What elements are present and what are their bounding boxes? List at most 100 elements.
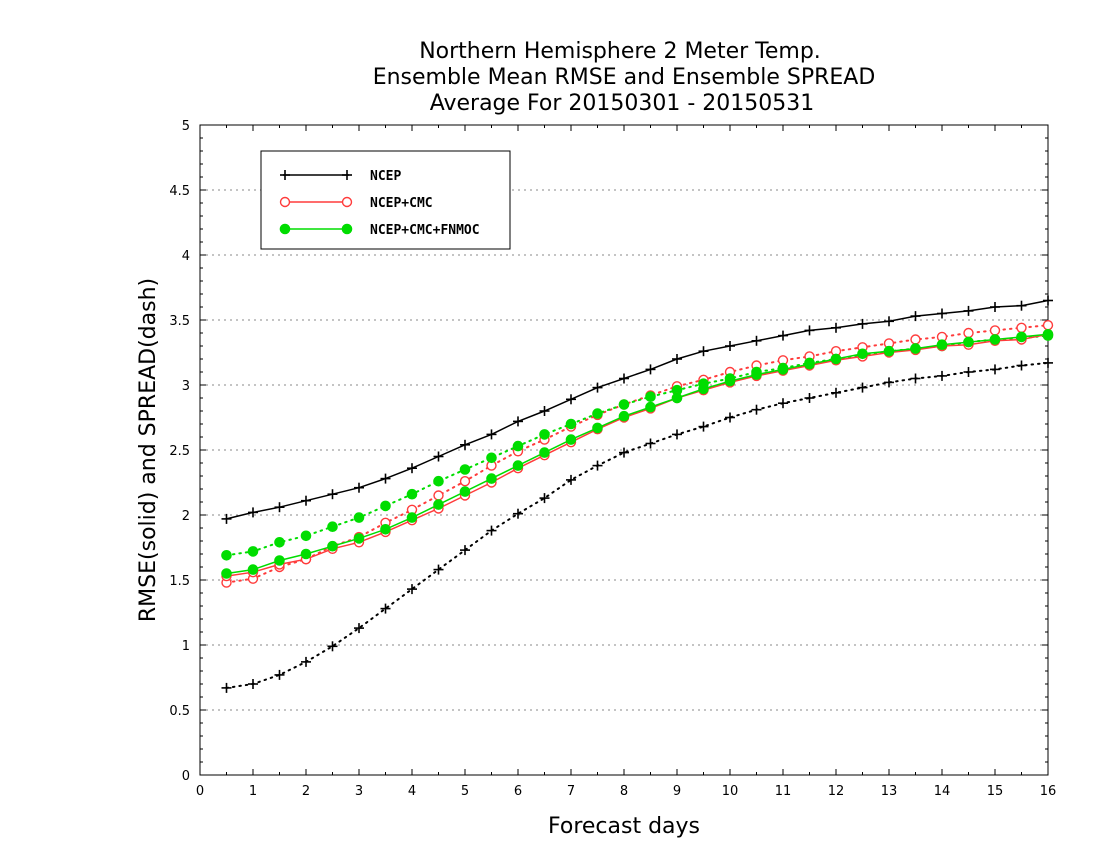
data-point-ncep-cmc-fnmoc-spread — [645, 391, 656, 403]
legend-item-ncep: NCEP — [280, 169, 401, 184]
data-point-ncep-rmse — [937, 308, 947, 319]
data-point-ncep-rmse — [857, 318, 868, 329]
data-point-ncep-cmc-fnmoc-rmse — [671, 392, 683, 404]
data-point-ncep-cmc-fnmoc-spread — [221, 550, 232, 561]
legend-marker-start — [280, 170, 290, 180]
data-point-ncep-spread — [778, 398, 788, 409]
data-point-ncep-cmc-spread — [963, 327, 974, 339]
data-point-ncep-rmse — [672, 354, 682, 364]
chart-title-line-1: Northern Hemisphere 2 Meter Temp. — [419, 39, 821, 64]
data-point-ncep-cmc-fnmoc-rmse — [1016, 331, 1027, 343]
data-point-ncep-spread — [327, 641, 338, 652]
y-tick-label: 3.5 — [169, 314, 190, 329]
x-tick-label: 11 — [775, 784, 792, 799]
data-point-ncep-spread — [566, 474, 576, 485]
data-point-ncep-cmc-fnmoc-spread — [433, 475, 444, 487]
data-point-ncep-rmse — [460, 439, 470, 450]
data-point-ncep-rmse — [990, 302, 1000, 312]
data-point-ncep-rmse — [566, 394, 576, 405]
data-point-ncep-cmc-fnmoc-spread — [618, 399, 630, 410]
data-point-ncep-spread — [857, 382, 868, 393]
data-point-ncep-cmc-fnmoc-rmse — [300, 548, 312, 560]
x-tick-label: 8 — [620, 784, 628, 799]
x-tick-label: 3 — [355, 784, 363, 799]
y-tick-label: 1.5 — [169, 574, 190, 589]
data-point-ncep-spread — [1043, 357, 1053, 368]
data-point-ncep-spread — [380, 603, 391, 614]
legend-label: NCEP — [370, 169, 401, 184]
data-point-ncep-spread — [910, 373, 921, 384]
data-point-ncep-spread — [248, 679, 258, 689]
data-point-ncep-cmc-fnmoc-spread — [274, 537, 285, 548]
y-tick-label: 2.5 — [169, 444, 190, 459]
data-point-ncep-cmc-fnmoc-rmse — [274, 555, 285, 566]
data-point-ncep-rmse — [592, 382, 603, 393]
legend-marker-end — [342, 170, 352, 180]
data-point-ncep-rmse — [380, 473, 391, 484]
x-axis-label: Forecast days — [548, 814, 700, 839]
data-point-ncep-spread — [274, 669, 285, 680]
data-point-ncep-cmc-fnmoc-rmse — [830, 353, 842, 365]
data-point-ncep-cmc-fnmoc-rmse — [698, 383, 709, 395]
data-point-ncep-cmc-fnmoc-rmse — [433, 499, 444, 510]
data-point-ncep-cmc-spread — [459, 476, 471, 487]
x-tick-label: 12 — [828, 784, 845, 799]
y-tick-label: 4.5 — [169, 184, 190, 199]
data-point-ncep-cmc-fnmoc-spread — [565, 418, 577, 430]
data-point-ncep-rmse — [831, 322, 841, 333]
data-point-ncep-spread — [804, 393, 815, 403]
y-tick-label: 0 — [182, 769, 190, 784]
data-point-ncep-cmc-spread — [910, 334, 921, 345]
data-point-ncep-spread — [433, 564, 444, 575]
data-point-ncep-cmc-fnmoc-rmse — [327, 540, 338, 552]
data-point-ncep-rmse — [910, 311, 921, 322]
series-line-ncep-cmc-fnmoc-spread — [225, 334, 1049, 557]
data-point-ncep-cmc-fnmoc-rmse — [724, 375, 736, 387]
chart-title: Northern Hemisphere 2 Meter Temp. Ensemb… — [373, 39, 876, 116]
legend-marker-start — [279, 223, 291, 235]
data-point-ncep-spread — [221, 682, 232, 693]
data-point-ncep-spread — [645, 438, 656, 449]
series-ncep-rmse — [221, 295, 1053, 524]
data-point-ncep-rmse — [301, 495, 311, 506]
y-tick-label: 3 — [182, 379, 190, 394]
data-point-ncep-rmse — [804, 325, 815, 336]
data-point-ncep-cmc-fnmoc-spread — [406, 488, 418, 500]
series-ncep-spread — [221, 357, 1053, 693]
data-point-ncep-spread — [831, 387, 841, 398]
legend-label: NCEP+CMC+FNMOC — [370, 223, 480, 238]
data-point-ncep-cmc-fnmoc-rmse — [221, 568, 232, 579]
data-point-ncep-cmc-fnmoc-rmse — [1042, 329, 1054, 340]
x-tick-label: 13 — [881, 784, 898, 799]
data-point-ncep-cmc-fnmoc-rmse — [406, 512, 418, 523]
data-point-ncep-spread — [513, 508, 523, 519]
data-point-ncep-spread — [937, 370, 947, 381]
data-point-ncep-rmse — [963, 305, 974, 316]
data-point-ncep-spread — [619, 447, 629, 458]
data-point-ncep-cmc-fnmoc-spread — [353, 512, 365, 523]
data-point-ncep-cmc-fnmoc-rmse — [910, 343, 921, 354]
y-tick-label: 1 — [182, 639, 190, 654]
x-tick-label: 4 — [408, 784, 416, 799]
data-point-ncep-cmc-fnmoc-rmse — [353, 533, 365, 544]
data-point-ncep-cmc-fnmoc-spread — [592, 408, 603, 419]
data-point-ncep-cmc-fnmoc-spread — [459, 464, 471, 475]
data-point-ncep-cmc-fnmoc-spread — [539, 429, 550, 440]
data-point-ncep-cmc-fnmoc-rmse — [857, 348, 868, 360]
data-point-ncep-cmc-fnmoc-spread — [486, 452, 497, 464]
legend-box — [260, 150, 511, 250]
data-point-ncep-cmc-fnmoc-rmse — [486, 473, 497, 484]
series-ncep-cmc-fnmoc-spread — [221, 330, 1054, 561]
data-point-ncep-cmc-fnmoc-spread — [512, 440, 524, 452]
data-point-ncep-rmse — [407, 463, 417, 474]
data-point-ncep-cmc-fnmoc-spread — [300, 530, 312, 542]
data-point-ncep-spread — [539, 493, 550, 504]
series-line-ncep-rmse — [226, 299, 1049, 520]
data-point-ncep-rmse — [698, 346, 709, 357]
data-point-ncep-rmse — [513, 416, 523, 427]
data-point-ncep-spread — [884, 377, 894, 388]
legend: NCEP NCEP+CMC NCEP+CMC+FNMOC — [260, 150, 511, 250]
data-point-ncep-rmse — [645, 364, 656, 375]
legend-item-ncep-cmc-fnmoc: NCEP+CMC+FNMOC — [279, 223, 480, 238]
